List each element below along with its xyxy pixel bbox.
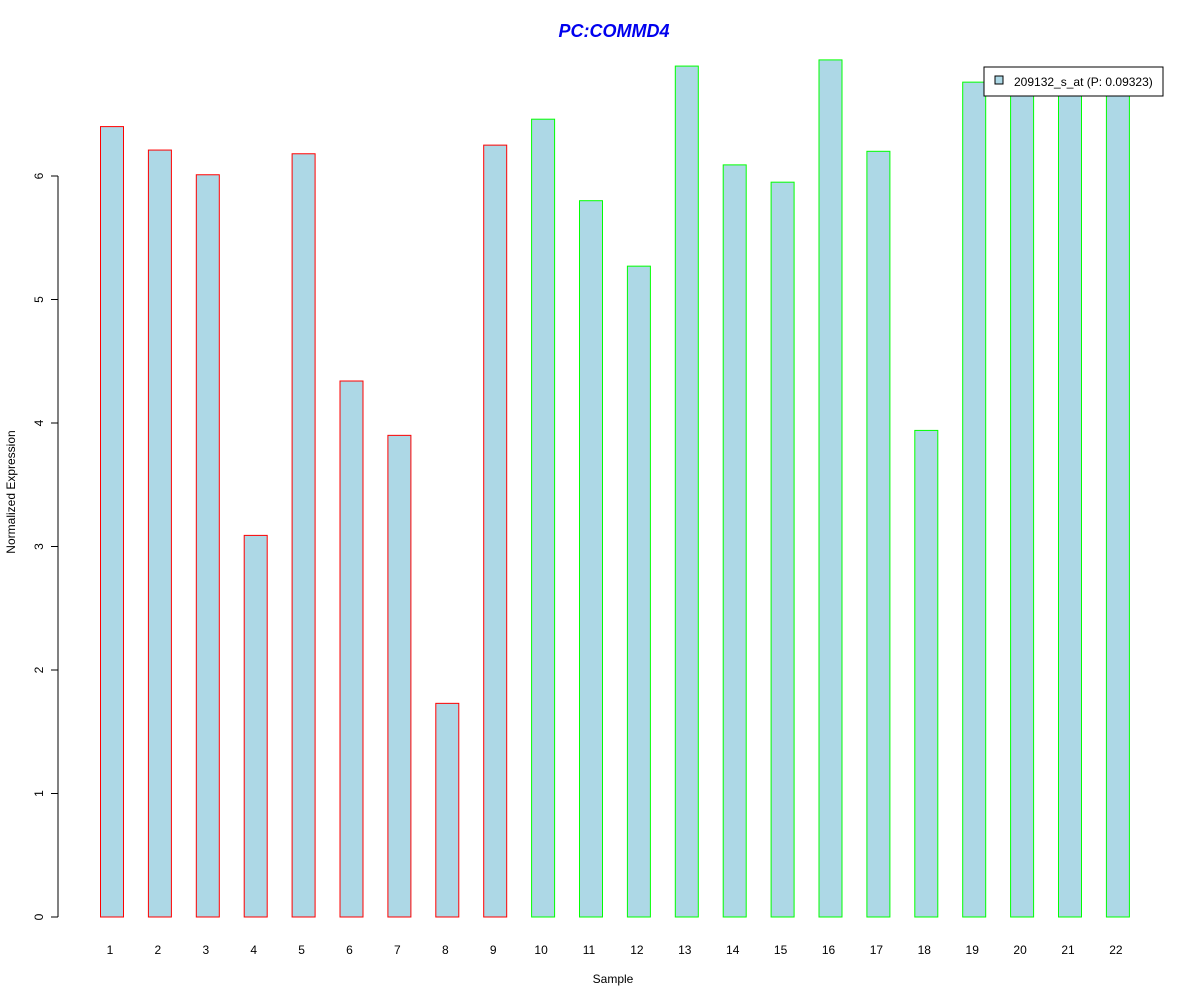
bar-sample-6 <box>339 380 364 918</box>
legend: 209132_s_at (P: 0.09323) <box>983 66 1164 97</box>
x-tick-label: 6 <box>346 943 353 957</box>
y-tick-label: 4 <box>32 419 46 426</box>
x-tick-label: 22 <box>1109 943 1123 957</box>
x-tick-label: 19 <box>966 943 980 957</box>
x-tick-label: 17 <box>870 943 884 957</box>
bar-sample-19 <box>962 81 987 918</box>
x-tick-label: 9 <box>490 943 497 957</box>
bar-sample-12 <box>626 265 651 918</box>
bar-sample-4 <box>243 534 268 918</box>
bar-sample-18 <box>914 429 939 918</box>
bar-sample-1 <box>100 126 124 918</box>
x-tick-label: 11 <box>583 943 596 957</box>
y-axis: 0 1 2 3 4 5 6 <box>32 172 59 920</box>
legend-box <box>983 66 1164 97</box>
y-tick-label: 6 <box>32 172 46 179</box>
bar-sample-2 <box>147 149 172 918</box>
x-tick-label: 5 <box>298 943 305 957</box>
x-tick-label: 14 <box>726 943 740 957</box>
x-tick-label: 3 <box>202 943 209 957</box>
x-tick-label: 10 <box>534 943 548 957</box>
y-tick-label: 3 <box>32 543 46 550</box>
y-tick-label: 5 <box>32 296 46 303</box>
y-tick-label: 2 <box>32 666 46 673</box>
y-tick-label: 1 <box>32 790 46 797</box>
x-tick-label: 21 <box>1061 943 1075 957</box>
bar-sample-7 <box>387 434 412 918</box>
bar-sample-22 <box>1105 81 1130 918</box>
bar-sample-8 <box>435 702 460 918</box>
bar-sample-14 <box>722 164 747 918</box>
x-tick-label: 4 <box>250 943 257 957</box>
x-tick-label: 15 <box>774 943 788 957</box>
x-tick-label: 2 <box>155 943 162 957</box>
x-tick-label: 13 <box>678 943 692 957</box>
bar-sample-3 <box>195 174 220 918</box>
x-tick-label: 1 <box>107 943 114 957</box>
x-axis-label: Sample <box>593 972 634 986</box>
bar-sample-11 <box>579 200 603 918</box>
x-tick-label: 20 <box>1013 943 1027 957</box>
bar-sample-10 <box>531 118 556 918</box>
bar-sample-13 <box>674 65 699 918</box>
x-tick-label: 16 <box>822 943 836 957</box>
bar-sample-20 <box>1010 81 1035 918</box>
x-tick-labels: 1 2 3 4 5 6 7 8 9 10 11 12 13 14 15 16 17 18 19 20 21 22 <box>107 943 1123 957</box>
y-tick-label: 0 <box>32 913 46 920</box>
x-tick-label: 8 <box>442 943 449 957</box>
legend-swatch <box>994 75 1004 85</box>
bars <box>100 59 1130 918</box>
bar-sample-15 <box>770 181 795 918</box>
chart-title: PC:COMMD4 <box>559 21 670 41</box>
x-tick-label: 7 <box>394 943 401 957</box>
bar-sample-9 <box>483 144 508 918</box>
x-tick-label: 12 <box>630 943 644 957</box>
bar-sample-21 <box>1058 81 1082 918</box>
y-axis-label: Normalized Expression <box>4 430 18 553</box>
x-tick-label: 18 <box>918 943 932 957</box>
legend-label: 209132_s_at (P: 0.09323) <box>1014 75 1153 89</box>
bar-sample-16 <box>818 59 843 918</box>
bar-sample-5 <box>291 153 316 918</box>
bar-sample-17 <box>866 150 891 918</box>
